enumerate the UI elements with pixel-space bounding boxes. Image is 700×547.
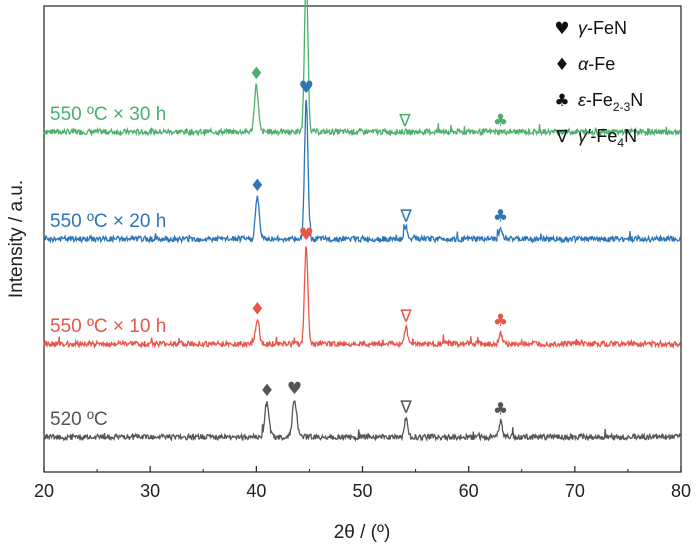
peak-marker: ♥ [299,78,314,98]
peak-marker: ♣ [493,111,508,131]
peak-marker: ♣ [493,206,508,226]
series-layer: ♦ ♥ ∇ ♣ 550 ºC × 30 h ♦ ♥ ∇ ♣ 550 ºC × 20 h ♦ ♥ ∇ ♣ 55… [43,0,682,443]
legend-label: γ′-Fe4N [578,126,637,150]
peak-marker: ♣ [493,311,508,331]
peak-marker: ♦ [259,381,274,401]
legend-label: ε-Fe2-3N [578,90,643,114]
x-axis: 20 30 40 50 60 70 80 [34,466,691,501]
x-tick-label: 20 [34,481,54,501]
x-tick-label: 70 [565,481,585,501]
series-line [43,99,682,245]
legend-label: γ-FeN [578,18,627,38]
x-tick-label: 60 [459,481,479,501]
peak-marker: ♥ [299,225,314,245]
triangle-down-icon: ∇ [555,127,568,147]
peak-marker: ♦ [250,176,265,196]
x-tick-label: 30 [140,481,160,501]
peak-marker: ∇ [399,307,412,327]
series-0: ♦ ♥ ∇ ♣ 550 ºC × 30 h [43,0,682,138]
peak-marker: ♣ [493,400,508,420]
diamond-icon: ♦ [554,55,569,75]
legend-label: α-Fe [578,54,615,74]
x-tick-label: 80 [671,481,691,501]
peak-marker: ♦ [250,300,265,320]
series-1: ♦ ♥ ∇ ♣ 550 ºC × 20 h [43,78,682,245]
peak-marker: ∇ [399,397,412,417]
series-label: 520 ºC [50,409,108,430]
series-line [43,246,682,350]
x-axis-label: 2θ / (º) [334,522,391,543]
heart-icon: ♥ [554,19,569,39]
x-tick-label: 40 [246,481,266,501]
series-2: ♦ ♥ ∇ ♣ 550 ºC × 10 h [43,225,682,350]
club-icon: ♣ [554,91,569,111]
series-label: 550 ºC × 10 h [50,316,166,337]
peak-marker: ∇ [398,111,411,131]
series-label: 550 ºC × 30 h [50,104,166,125]
peak-marker: ♥ [287,379,302,399]
series-line [43,400,681,443]
series-3: ♦ ♥ ∇ ♣ 520 ºC [43,379,681,443]
series-line [43,0,682,138]
peak-marker: ∇ [399,206,412,226]
legend: ♥ γ-FeN ♦ α-Fe ♣ ε-Fe2-3N ∇ γ′-Fe4N [554,18,643,150]
legend-entry: ♦ α-Fe [554,54,615,75]
legend-entry: ∇ γ′-Fe4N [555,126,637,150]
legend-entry: ♥ γ-FeN [554,18,627,39]
series-label: 550 ºC × 20 h [50,211,166,232]
x-tick-label: 50 [352,481,372,501]
peak-marker: ♦ [249,64,264,84]
y-axis-label: Intensity / a.u. [6,180,27,298]
legend-entry: ♣ ε-Fe2-3N [554,90,643,114]
